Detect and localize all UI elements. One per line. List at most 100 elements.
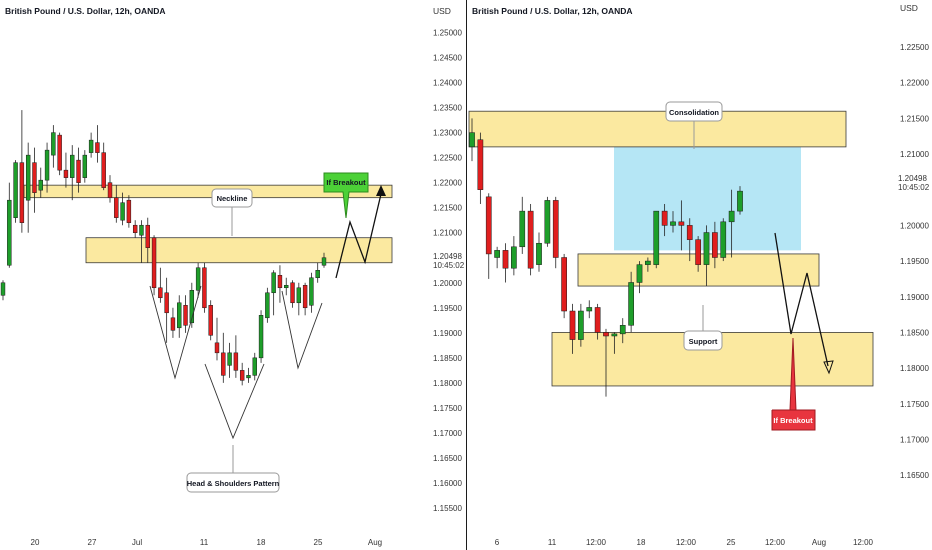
candle bbox=[552, 196, 559, 269]
candle bbox=[678, 200, 685, 251]
candle bbox=[645, 257, 651, 272]
x-tick-label: 12:00 bbox=[586, 538, 607, 547]
candle-body-down bbox=[569, 310, 576, 340]
candle-body-down bbox=[32, 162, 37, 193]
candle-body-down bbox=[695, 239, 701, 265]
candle-body-up bbox=[586, 307, 593, 312]
y-tick-label: 1.22500 bbox=[433, 154, 462, 163]
candle bbox=[239, 362, 245, 386]
consolidation-label: Consolidation bbox=[669, 108, 719, 117]
x-tick-label: 18 bbox=[257, 538, 266, 547]
right-breakout-label: If Breakout bbox=[773, 416, 813, 425]
candle-body-down bbox=[686, 225, 693, 240]
candle bbox=[145, 217, 150, 263]
candle-body-down bbox=[678, 221, 685, 226]
candle-body-up bbox=[38, 179, 43, 191]
x-tick-label: Jul bbox=[132, 538, 142, 547]
candle-body-down bbox=[145, 224, 150, 248]
x-tick-label: 6 bbox=[495, 538, 500, 547]
candle bbox=[233, 335, 239, 378]
candle bbox=[114, 185, 119, 223]
candle-body-down bbox=[57, 134, 62, 171]
candle bbox=[315, 262, 320, 283]
candle bbox=[653, 210, 660, 269]
candle bbox=[63, 152, 69, 188]
left-x-axis: 20 27 Jul 11 18 25 Aug bbox=[31, 538, 383, 547]
candle-body-up bbox=[653, 210, 660, 265]
candle bbox=[469, 118, 475, 162]
candle bbox=[309, 272, 314, 313]
candle-body-up bbox=[703, 232, 710, 265]
candle bbox=[284, 277, 289, 296]
head-lines bbox=[204, 363, 265, 440]
left-projection-arrowhead bbox=[376, 185, 386, 196]
candle-body-up bbox=[252, 357, 257, 376]
candle-body-down bbox=[712, 232, 718, 258]
candle-body-down bbox=[19, 162, 25, 223]
candle bbox=[594, 303, 601, 340]
left-unit-label: USD bbox=[433, 6, 451, 16]
candle-body-up bbox=[120, 202, 125, 221]
candle-body-up bbox=[195, 267, 201, 291]
y-tick-label: 1.25000 bbox=[433, 29, 462, 38]
candle-body-up bbox=[511, 246, 517, 269]
candle-body-up bbox=[728, 210, 735, 223]
x-tick-label: 11 bbox=[200, 538, 209, 547]
y-tick-label: 1.18000 bbox=[433, 379, 462, 388]
candle-body-down bbox=[527, 210, 534, 269]
y-tick-label: 1.21500 bbox=[433, 204, 462, 213]
candle-body-down bbox=[552, 200, 559, 258]
candle-body-down bbox=[290, 282, 295, 304]
candle bbox=[246, 367, 251, 383]
left-countdown: 10:45:02 bbox=[433, 261, 465, 270]
candle-body-down bbox=[101, 152, 106, 188]
candle bbox=[502, 243, 509, 283]
y-tick-label: 1.23000 bbox=[433, 129, 462, 138]
candle-body-down bbox=[661, 210, 668, 226]
candle bbox=[728, 189, 735, 258]
top-resistance-zone bbox=[468, 110, 847, 148]
y-tick-label: 1.22500 bbox=[900, 43, 929, 52]
candle bbox=[611, 332, 618, 354]
candle bbox=[686, 218, 693, 262]
y-tick-label: 1.19500 bbox=[433, 304, 462, 313]
candle-body-up bbox=[13, 162, 18, 218]
candle-body-down bbox=[76, 159, 81, 183]
pattern-label: Head & Shoulders Pattern bbox=[187, 479, 280, 488]
left-shoulder-lines bbox=[149, 285, 202, 380]
candle-body-up bbox=[645, 260, 651, 265]
y-tick-label: 1.19000 bbox=[433, 329, 462, 338]
candle bbox=[494, 246, 500, 269]
y-tick-label: 1.20000 bbox=[433, 279, 462, 288]
y-tick-label: 1.23500 bbox=[433, 104, 462, 113]
right-drawings bbox=[774, 232, 834, 375]
candle-body-up bbox=[25, 154, 31, 201]
y-tick-label: 1.20000 bbox=[900, 221, 929, 230]
candle-body-up bbox=[720, 221, 727, 258]
panel-divider bbox=[466, 0, 467, 550]
candle bbox=[57, 132, 62, 176]
candle bbox=[202, 262, 207, 313]
candle-body-up bbox=[469, 132, 475, 148]
left-breakout-label: If Breakout bbox=[326, 178, 366, 187]
candle-body-down bbox=[151, 237, 157, 289]
x-tick-label: 25 bbox=[314, 538, 323, 547]
y-tick-label: 1.21500 bbox=[900, 114, 929, 123]
x-tick-label: 18 bbox=[637, 538, 646, 547]
candle-body-up bbox=[536, 242, 542, 265]
candle-body-up bbox=[321, 257, 327, 266]
x-tick-label: 12:00 bbox=[676, 538, 697, 547]
candle-body-down bbox=[221, 352, 226, 376]
candle bbox=[170, 307, 176, 338]
y-tick-label: 1.18000 bbox=[900, 364, 929, 373]
y-tick-label: 1.24500 bbox=[433, 54, 462, 63]
candle bbox=[252, 352, 257, 381]
candle bbox=[511, 236, 517, 276]
candle-body-up bbox=[88, 139, 94, 153]
candle bbox=[578, 303, 584, 347]
candle bbox=[265, 287, 270, 323]
candle-body-down bbox=[164, 292, 169, 314]
candle bbox=[0, 280, 6, 301]
neckline-label: Neckline bbox=[217, 194, 248, 203]
candle bbox=[95, 125, 100, 163]
